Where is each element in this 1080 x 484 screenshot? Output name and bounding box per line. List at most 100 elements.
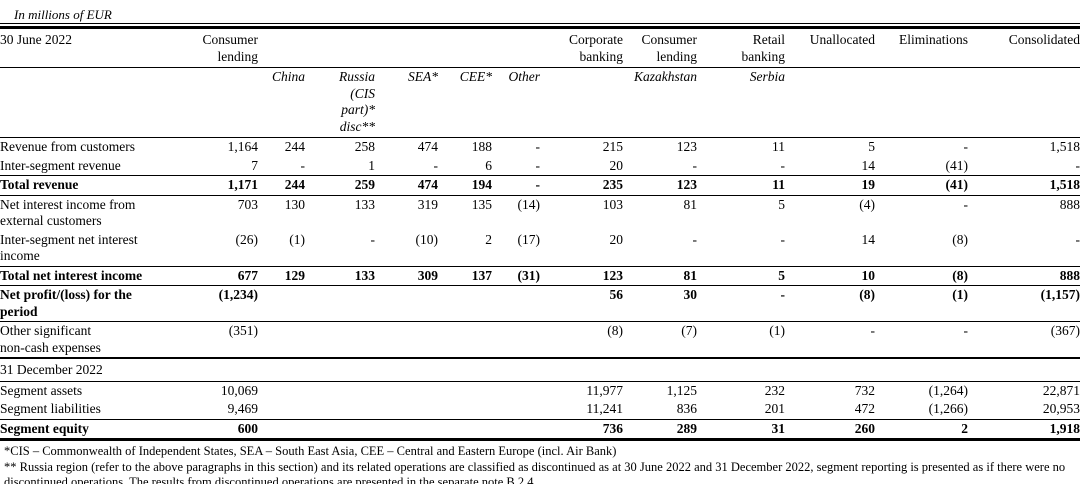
cell-value: 215 <box>602 139 623 154</box>
group-header-4 <box>375 28 438 68</box>
cell-value: 20 <box>609 231 624 247</box>
cell-value: (8) <box>952 231 968 247</box>
group-header-6 <box>492 28 540 68</box>
cell-value: 472 <box>854 401 875 416</box>
group-header-9: Retail banking <box>741 32 786 64</box>
cell-value: (1) <box>769 323 785 338</box>
cell-value <box>438 419 492 440</box>
cell-value: 56 <box>609 287 624 302</box>
cell-value: 259 <box>354 177 375 192</box>
cell-value: 289 <box>676 420 697 436</box>
cell-value <box>375 358 438 381</box>
cell-value <box>375 400 438 419</box>
cell-value: - <box>370 231 376 247</box>
row-label: 31 December 2022 <box>0 362 103 377</box>
cell-value <box>438 358 492 381</box>
cell-value: 888 <box>1059 267 1080 283</box>
table-row: Segment liabilities 9,469 11,241 836 201 472 (… <box>0 400 1080 419</box>
table-row: Inter-segment net interest income (26) (1)… <box>0 231 1080 266</box>
cell-value <box>258 419 305 440</box>
cell-value: 836 <box>676 401 697 416</box>
table-row: Segment equity 600 736 289 31 260 2 1,918 <box>0 419 1080 440</box>
cell-value: 732 <box>854 382 875 398</box>
row-label: Segment equity <box>0 420 89 436</box>
cell-value: 11 <box>772 139 785 154</box>
row-label: Segment liabilities <box>0 401 101 416</box>
cell-value: - <box>535 157 541 173</box>
cell-value: (351) <box>228 323 258 338</box>
cell-value <box>438 322 492 359</box>
cell-value <box>375 381 438 400</box>
cell-value: (7) <box>681 323 697 338</box>
cell-value: 1,518 <box>1049 139 1080 154</box>
cell-value: 258 <box>354 139 375 154</box>
cell-value: 11,977 <box>586 382 623 398</box>
row-label: Net interest income from external custom… <box>0 196 136 229</box>
table-row: Segment assets 10,069 11,977 1,125 232 732 (1,… <box>0 381 1080 400</box>
cell-value <box>305 286 375 322</box>
cell-value <box>785 358 875 381</box>
header-row-regions: China Russia (CIS part)* disc** SEA* CEE* Ot… <box>0 68 1080 138</box>
cell-value: (1,234) <box>218 287 258 302</box>
cell-value: (14) <box>517 196 541 212</box>
cell-value <box>258 358 305 381</box>
cell-value <box>492 358 540 381</box>
region-header-2: China <box>271 69 305 84</box>
group-header-2 <box>258 28 305 68</box>
cell-value: 1,164 <box>227 139 258 154</box>
region-header-5: CEE* <box>459 69 492 84</box>
cell-value <box>540 358 623 381</box>
cell-value: - <box>692 157 698 173</box>
cell-value: (1) <box>952 287 968 302</box>
cell-value: 30 <box>683 287 698 302</box>
cell-value: 1,918 <box>1049 420 1080 436</box>
region-header-spacer <box>0 68 180 138</box>
cell-value: (1,264) <box>928 382 968 398</box>
cell-value: 123 <box>602 267 623 283</box>
cell-value: 319 <box>417 196 438 212</box>
cell-value: 19 <box>861 177 876 192</box>
row-label: Inter-segment revenue <box>0 157 121 173</box>
cell-value <box>875 358 968 381</box>
table-row: Inter-segment revenue 7 - 1 - 6 - 20 - - 14 (41) - <box>0 157 1080 176</box>
row-label: Revenue from customers <box>0 139 135 154</box>
header-row-period: 30 June 2022 Consumer lending Corporate ba… <box>0 28 1080 68</box>
cell-value: 10,069 <box>220 382 258 398</box>
cell-value: 20 <box>609 157 624 173</box>
group-header-5 <box>438 28 492 68</box>
cell-value: - <box>780 157 786 173</box>
cell-value <box>258 381 305 400</box>
row-label: Net profit/(loss) for the period <box>0 287 132 319</box>
cell-value: 194 <box>471 177 492 192</box>
cell-value: (10) <box>415 231 439 247</box>
cell-value: 2 <box>485 231 492 247</box>
cell-value: 133 <box>354 267 375 283</box>
cell-value: 130 <box>284 196 305 212</box>
cell-value: 474 <box>417 177 438 192</box>
cell-value: 7 <box>251 157 258 173</box>
cell-value <box>305 358 375 381</box>
segment-table: 30 June 2022 Consumer lending Corporate ba… <box>0 26 1080 441</box>
table-row: Net profit/(loss) for the period (1,234) 5… <box>0 286 1080 322</box>
cell-value <box>492 286 540 322</box>
cell-value: (8) <box>607 323 623 338</box>
cell-value: - <box>963 196 969 212</box>
region-header-11 <box>875 68 968 138</box>
cell-value: 703 <box>237 196 258 212</box>
cell-value: (1,157) <box>1040 287 1080 302</box>
cell-value: 677 <box>237 267 258 283</box>
cell-value: (41) <box>945 177 969 192</box>
region-header-1 <box>180 68 258 138</box>
cell-value: 137 <box>471 267 492 283</box>
region-header-10 <box>785 68 875 138</box>
group-header-12: Consolidated <box>1008 32 1080 47</box>
cell-value: 5 <box>778 196 785 212</box>
region-header-9: Serbia <box>749 69 785 84</box>
cell-value: (26) <box>235 231 259 247</box>
group-header-1: Consumer lending <box>202 32 259 64</box>
cell-value: 201 <box>764 401 785 416</box>
region-header-4: SEA* <box>408 69 438 84</box>
cell-value <box>438 381 492 400</box>
cell-value: (367) <box>1050 323 1080 338</box>
